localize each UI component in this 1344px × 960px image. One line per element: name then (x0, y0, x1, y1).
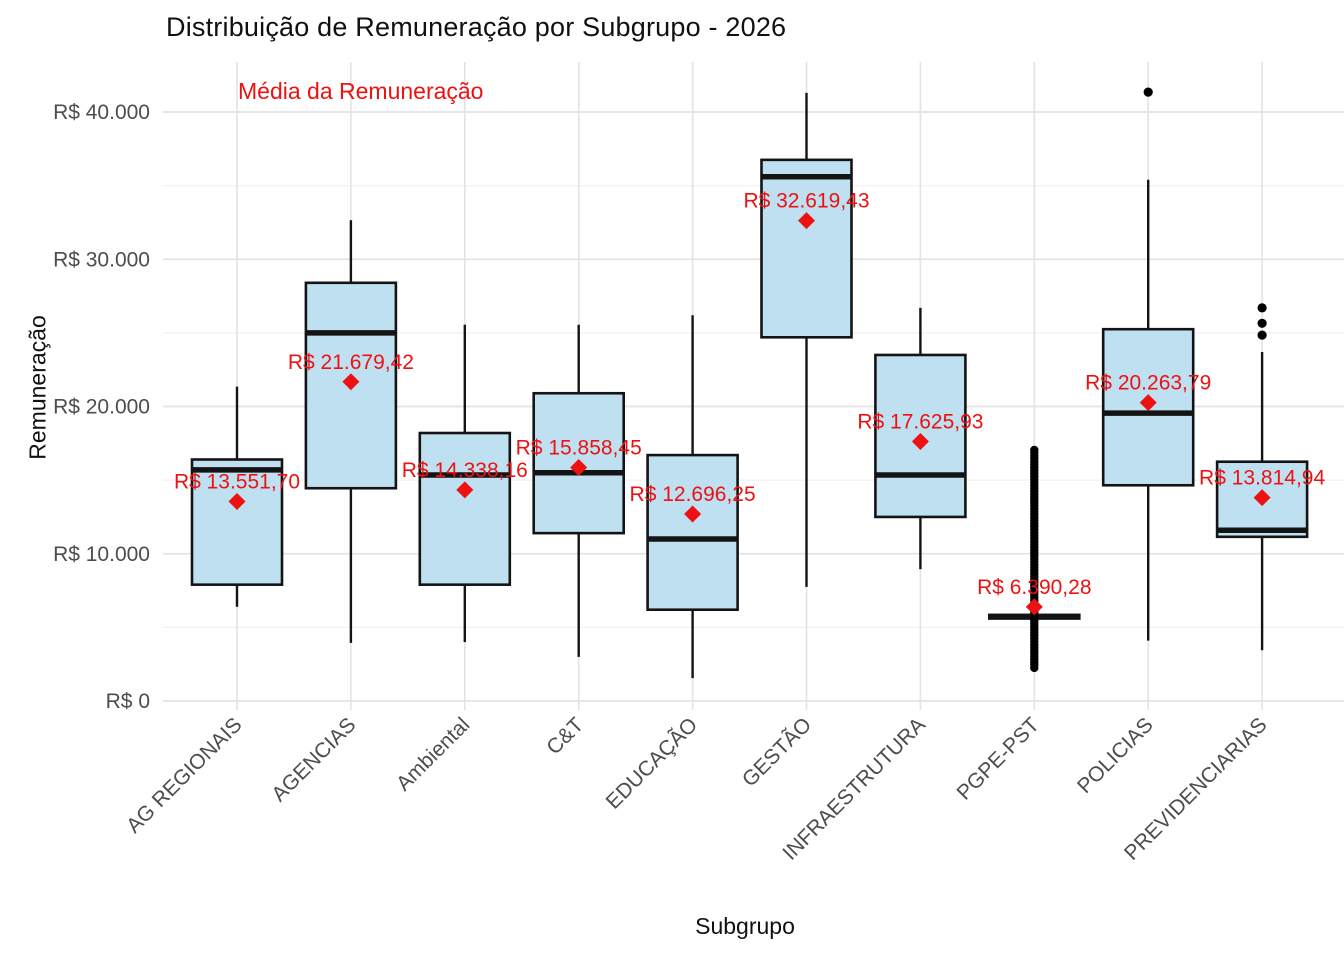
x-axis-title: Subgrupo (695, 913, 795, 939)
outlier-dot (1257, 318, 1267, 328)
x-tick-label: POLICIAS (1073, 713, 1158, 798)
chart-title: Distribuição de Remuneração por Subgrupo… (166, 12, 787, 42)
mean-value-label: R$ 15.858,45 (516, 436, 642, 459)
mean-diamond (1139, 394, 1157, 412)
mean-diamond (911, 432, 929, 450)
boxplot-box (760, 158, 853, 339)
boxplot-box (190, 458, 284, 586)
x-tick-label: PGPE-PST (952, 713, 1043, 804)
mean-value-label: R$ 32.619,43 (743, 190, 869, 213)
mean-diamond (456, 481, 474, 499)
mean-legend-annotation: Média da Remuneração (238, 78, 484, 104)
y-tick-label: R$ 40.000 (53, 101, 150, 124)
mean-value-label: R$ 14.338,16 (402, 459, 528, 482)
outlier-dot (1257, 303, 1267, 313)
y-tick-label: R$ 30.000 (53, 248, 150, 271)
mean-value-label: R$ 13.814,94 (1199, 467, 1325, 490)
mean-diamond (228, 492, 246, 510)
y-tick-label: R$ 0 (106, 690, 150, 713)
mean-value-label: R$ 20.263,79 (1085, 372, 1211, 395)
x-tick-label: C&T (542, 713, 588, 759)
mean-value-label: R$ 13.551,70 (174, 470, 300, 493)
y-axis-title: Remuneração (24, 315, 51, 460)
outlier-dot (1030, 445, 1039, 455)
mean-diamond (1025, 598, 1043, 616)
x-tick-label: AG REGIONAIS (122, 713, 246, 837)
outlier-dot (1143, 87, 1153, 97)
mean-value-label: R$ 6.390,28 (977, 576, 1091, 599)
x-tick-label: AGENCIAS (267, 713, 360, 806)
mean-value-label: R$ 12.696,25 (630, 483, 756, 506)
mean-diamond (570, 458, 588, 476)
x-tick-label: EDUCAÇÃO (601, 713, 702, 814)
y-tick-label: R$ 20.000 (53, 396, 150, 419)
x-tick-label: GESTÃO (737, 713, 816, 792)
mean-value-label: R$ 17.625,93 (857, 410, 983, 433)
y-tick-label: R$ 10.000 (53, 543, 150, 566)
mean-diamond (342, 373, 360, 391)
mean-diamond (1253, 489, 1271, 507)
x-tick-label: Ambiental (392, 713, 474, 795)
mean-diamond (798, 212, 815, 230)
boxplot-box (418, 431, 512, 586)
mean-diamond (684, 505, 702, 523)
boxplot-box (646, 453, 739, 612)
mean-value-label: R$ 21.679,42 (288, 351, 414, 374)
outlier-dot (1257, 330, 1267, 340)
